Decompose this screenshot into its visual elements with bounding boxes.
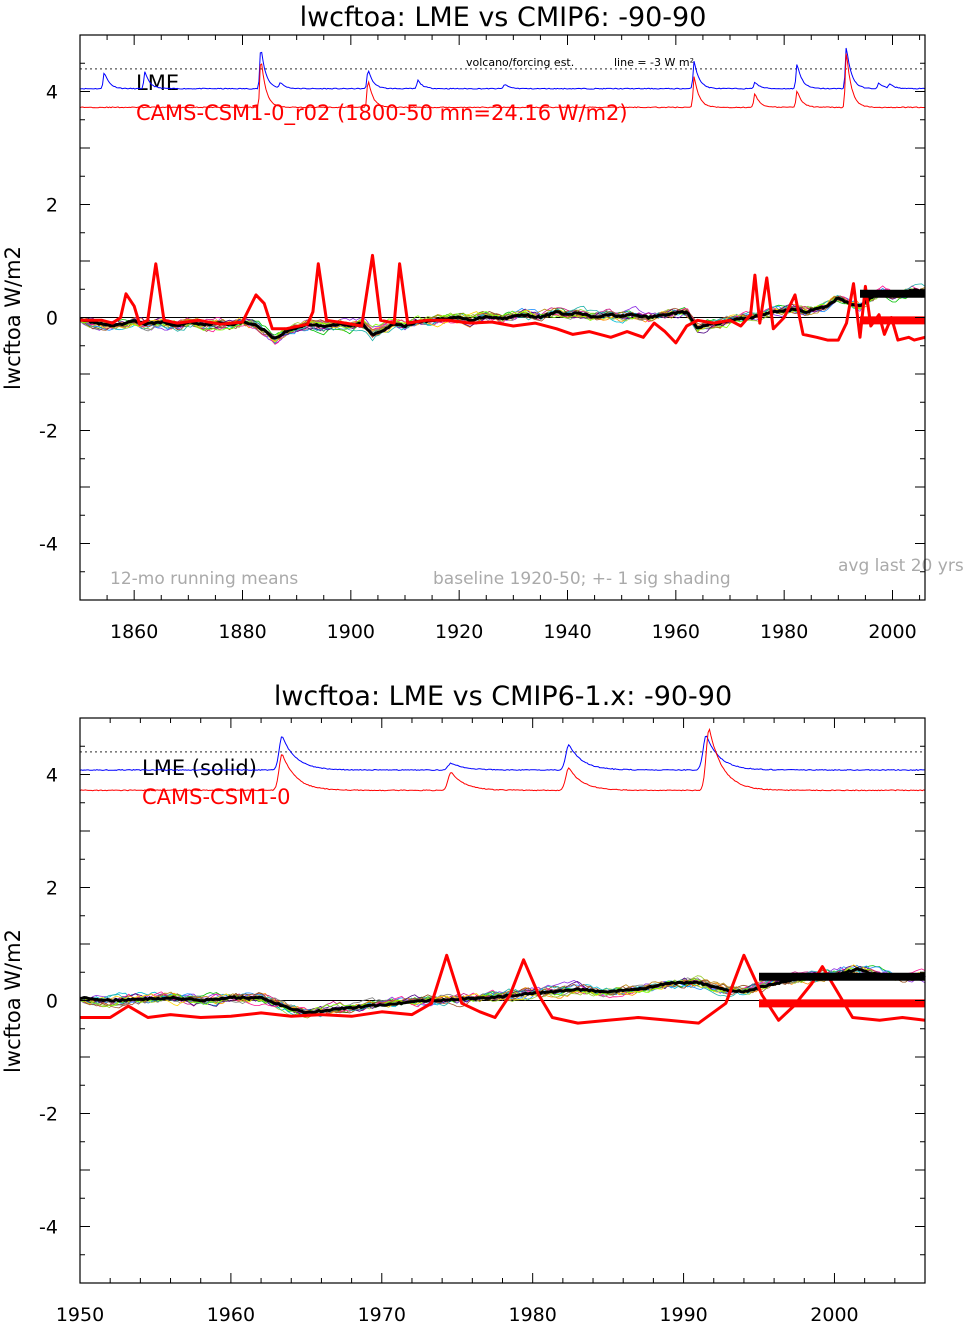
- plot-area: [79, 47, 926, 345]
- x-tick-label: 1970: [358, 1304, 406, 1325]
- plot-area: [79, 727, 926, 1025]
- ensemble-members: [79, 964, 926, 1019]
- x-axis: 1860 1880 1900 1920 1940 1960 1980 2000: [79, 35, 921, 643]
- forcing-line-blue: [79, 735, 925, 771]
- y-tick-label: -4: [39, 534, 58, 556]
- annotation-volcano-forcing: volcano/forcing est.: [466, 56, 574, 69]
- x-tick-label: 1980: [760, 621, 808, 643]
- y-tick-label: 2: [46, 878, 58, 900]
- y-axis: -4 -2 0 2 4: [39, 717, 925, 1284]
- y-tick-label: 4: [46, 765, 58, 787]
- annotation-avg-last-20: avg last 20 yrs: [838, 556, 963, 576]
- chart-title: lwcftoa: LME vs CMIP6: -90-90: [300, 2, 707, 33]
- annotation-running-means: 12-mo running means: [110, 569, 298, 589]
- x-tick-label: 1880: [218, 621, 266, 643]
- cams-line: [80, 953, 926, 1025]
- legend-entry-cams: CAMS-CSM1-0_r02 (1800-50 mn=24.16 W/m2): [136, 101, 628, 126]
- forcing-line-red: [79, 727, 926, 792]
- x-tick-label: 2000: [868, 621, 916, 643]
- x-tick-label: 2000: [810, 1304, 858, 1325]
- y-tick-label: -2: [39, 1104, 58, 1126]
- cams-line: [80, 253, 926, 345]
- x-tick-label: 1950: [56, 1304, 104, 1325]
- y-tick-label: -4: [39, 1217, 58, 1239]
- y-tick-label: 0: [46, 991, 58, 1013]
- chart-title: lwcftoa: LME vs CMIP6-1.x: -90-90: [274, 681, 732, 712]
- panel-top: lwcftoa: LME vs CMIP6: -90-90 lwcftoa W/…: [1, 2, 963, 643]
- y-tick-label: -2: [39, 421, 58, 443]
- x-axis: 1950 1960 1970 1980 1990 2000: [56, 718, 926, 1325]
- y-tick-label: 0: [46, 308, 58, 330]
- y-tick-label: 4: [46, 82, 58, 104]
- lme-mean-line: [79, 967, 926, 1015]
- x-tick-label: 1940: [543, 621, 591, 643]
- y-axis-label: lwcftoa W/m2: [1, 929, 25, 1073]
- forcing-line-red: [79, 53, 925, 109]
- x-tick-label: 1960: [207, 1304, 255, 1325]
- x-tick-label: 1980: [508, 1304, 556, 1325]
- y-tick-label: 2: [46, 195, 58, 217]
- ensemble-member-line: [79, 287, 926, 344]
- legend-entry-cams: CAMS-CSM1-0: [142, 785, 290, 809]
- forcing-line-blue: [79, 47, 926, 90]
- x-tick-label: 1960: [652, 621, 700, 643]
- y-axis-label: lwcftoa W/m2: [1, 246, 25, 390]
- x-tick-label: 1860: [110, 621, 158, 643]
- annotation-line-scale: line = -3 W m²: [614, 56, 694, 69]
- y-axis: -4 -2 0 2 4: [39, 34, 925, 601]
- x-tick-label: 1900: [327, 621, 375, 643]
- x-tick-label: 1920: [435, 621, 483, 643]
- panel-bottom: lwcftoa: LME vs CMIP6-1.x: -90-90 lwcfto…: [1, 681, 926, 1325]
- legend-entry-lme: LME: [136, 71, 179, 95]
- x-tick-label: 1990: [659, 1304, 707, 1325]
- annotation-baseline: baseline 1920-50; +- 1 sig shading: [433, 569, 731, 589]
- legend-entry-lme: LME (solid): [142, 756, 257, 780]
